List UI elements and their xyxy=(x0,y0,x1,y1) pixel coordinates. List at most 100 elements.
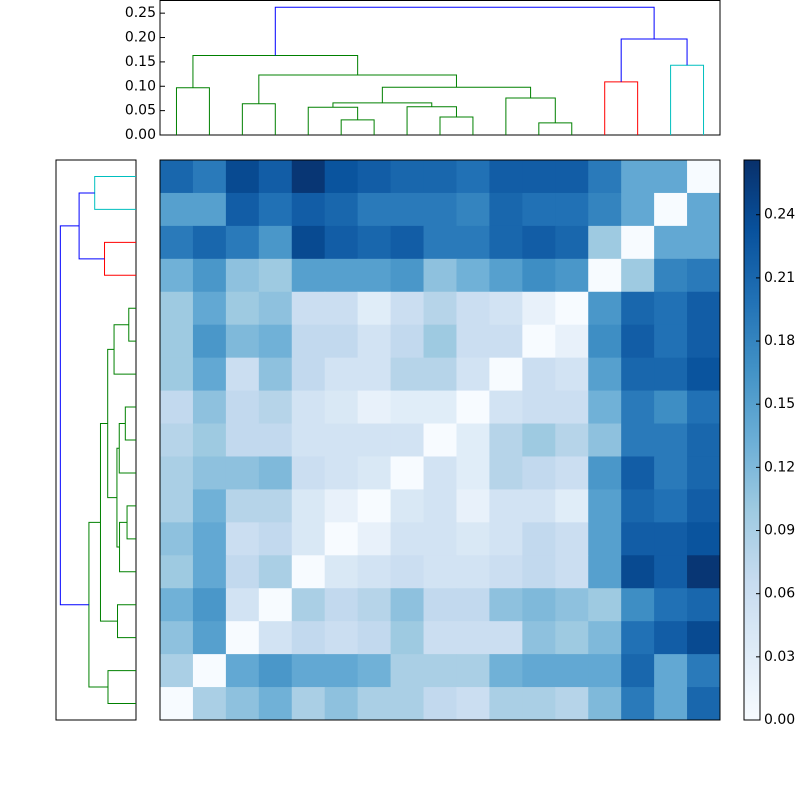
heat-cell xyxy=(687,456,721,490)
heat-cell xyxy=(357,192,392,227)
heat-cell xyxy=(555,258,589,293)
heat-cell xyxy=(522,192,556,227)
heat-cell xyxy=(258,489,293,523)
heat-cell xyxy=(588,522,622,556)
heat-cell xyxy=(160,489,194,523)
heat-cell xyxy=(423,225,457,260)
heat-cell xyxy=(357,225,392,260)
heat-cell xyxy=(192,390,227,425)
heat-cell xyxy=(654,456,688,490)
heat-cell xyxy=(225,555,260,589)
heat-cell xyxy=(258,687,293,721)
heat-cell xyxy=(522,621,556,655)
dendrogram-frame xyxy=(55,159,137,721)
heat-cell xyxy=(456,588,490,622)
heat-cell xyxy=(192,588,227,622)
heat-cell xyxy=(621,522,655,556)
heat-cell xyxy=(555,456,589,490)
heat-cell xyxy=(456,621,490,655)
heat-cell xyxy=(489,258,523,293)
dendrogram-link xyxy=(107,348,117,499)
dendrogram-link xyxy=(116,447,120,548)
heat-cell xyxy=(324,258,359,293)
heat-cell xyxy=(489,588,523,622)
heat-cell xyxy=(654,654,688,688)
heat-cell xyxy=(489,192,523,227)
heat-cell xyxy=(555,390,589,425)
heat-cell xyxy=(357,423,392,457)
dendrogram-link xyxy=(107,670,136,705)
heat-cell xyxy=(160,390,194,425)
heat-cell xyxy=(555,291,589,326)
heat-cell xyxy=(258,291,293,326)
heat-cell xyxy=(390,555,425,589)
dendrogram-link xyxy=(59,225,89,606)
dendrogram-link xyxy=(604,81,639,135)
colorbar-tick-label: 0.15 xyxy=(764,396,795,412)
heat-cell xyxy=(687,160,721,194)
heat-cell xyxy=(423,588,457,622)
heat-cell xyxy=(160,687,194,721)
heat-cell xyxy=(160,192,194,227)
heat-cell xyxy=(390,588,425,622)
heat-cell xyxy=(522,160,556,194)
heat-cell xyxy=(357,654,392,688)
heat-cell xyxy=(489,555,523,589)
heat-cell xyxy=(687,489,721,523)
heat-cell xyxy=(588,456,622,490)
heat-cell xyxy=(456,489,490,523)
heat-cell xyxy=(654,258,688,293)
dendrogram-link xyxy=(332,102,433,108)
dendrogram-link xyxy=(620,38,688,82)
heat-cell xyxy=(291,225,326,260)
dendrogram-link xyxy=(119,521,136,573)
heat-cell xyxy=(390,324,425,359)
colorbar-tick-label: 0.09 xyxy=(764,523,795,539)
heat-cell xyxy=(225,160,260,194)
heat-cell xyxy=(687,390,721,425)
heat-cell xyxy=(654,192,688,227)
heat-cell xyxy=(621,654,655,688)
heat-cell xyxy=(225,390,260,425)
heat-cell xyxy=(687,324,721,359)
heat-cell xyxy=(324,357,359,392)
heat-cell xyxy=(192,324,227,359)
heat-cell xyxy=(522,456,556,490)
dendrogram-link xyxy=(94,175,136,210)
heat-cell xyxy=(489,621,523,655)
heat-cell xyxy=(522,258,556,293)
heat-cell xyxy=(291,687,326,721)
dendrogram-link xyxy=(307,106,359,135)
heat-cell xyxy=(687,192,721,227)
heat-cell xyxy=(291,324,326,359)
heat-cell xyxy=(555,489,589,523)
heat-cell xyxy=(456,555,490,589)
heat-cell xyxy=(357,621,392,655)
heat-cell xyxy=(324,588,359,622)
colorbar: 0.00 0.03 0.06 0.09 0.12 0.15 0.18 0.21 0.24 xyxy=(743,159,795,728)
heat-cell xyxy=(588,390,622,425)
heat-cell xyxy=(621,160,655,194)
heat-cell xyxy=(456,225,490,260)
heat-cell xyxy=(489,390,523,425)
heat-cell xyxy=(390,456,425,490)
dendrogram-link xyxy=(128,307,136,342)
dendrogram-link xyxy=(406,106,457,135)
heat-cell xyxy=(687,588,721,622)
heat-cell xyxy=(160,588,194,622)
heat-cell xyxy=(160,423,194,457)
colorbar-tick-label: 0.00 xyxy=(764,712,795,728)
heat-cell xyxy=(192,225,227,260)
heat-cell xyxy=(357,588,392,622)
dendrogram-link xyxy=(340,119,375,135)
heat-cell xyxy=(522,654,556,688)
heat-cell xyxy=(291,621,326,655)
heat-cell xyxy=(522,357,556,392)
heat-cell xyxy=(687,621,721,655)
heat-cell xyxy=(588,160,622,194)
heat-cell xyxy=(225,687,260,721)
heat-cell xyxy=(687,291,721,326)
heat-cell xyxy=(225,654,260,688)
heat-cell xyxy=(654,687,688,721)
heat-cell xyxy=(160,357,194,392)
